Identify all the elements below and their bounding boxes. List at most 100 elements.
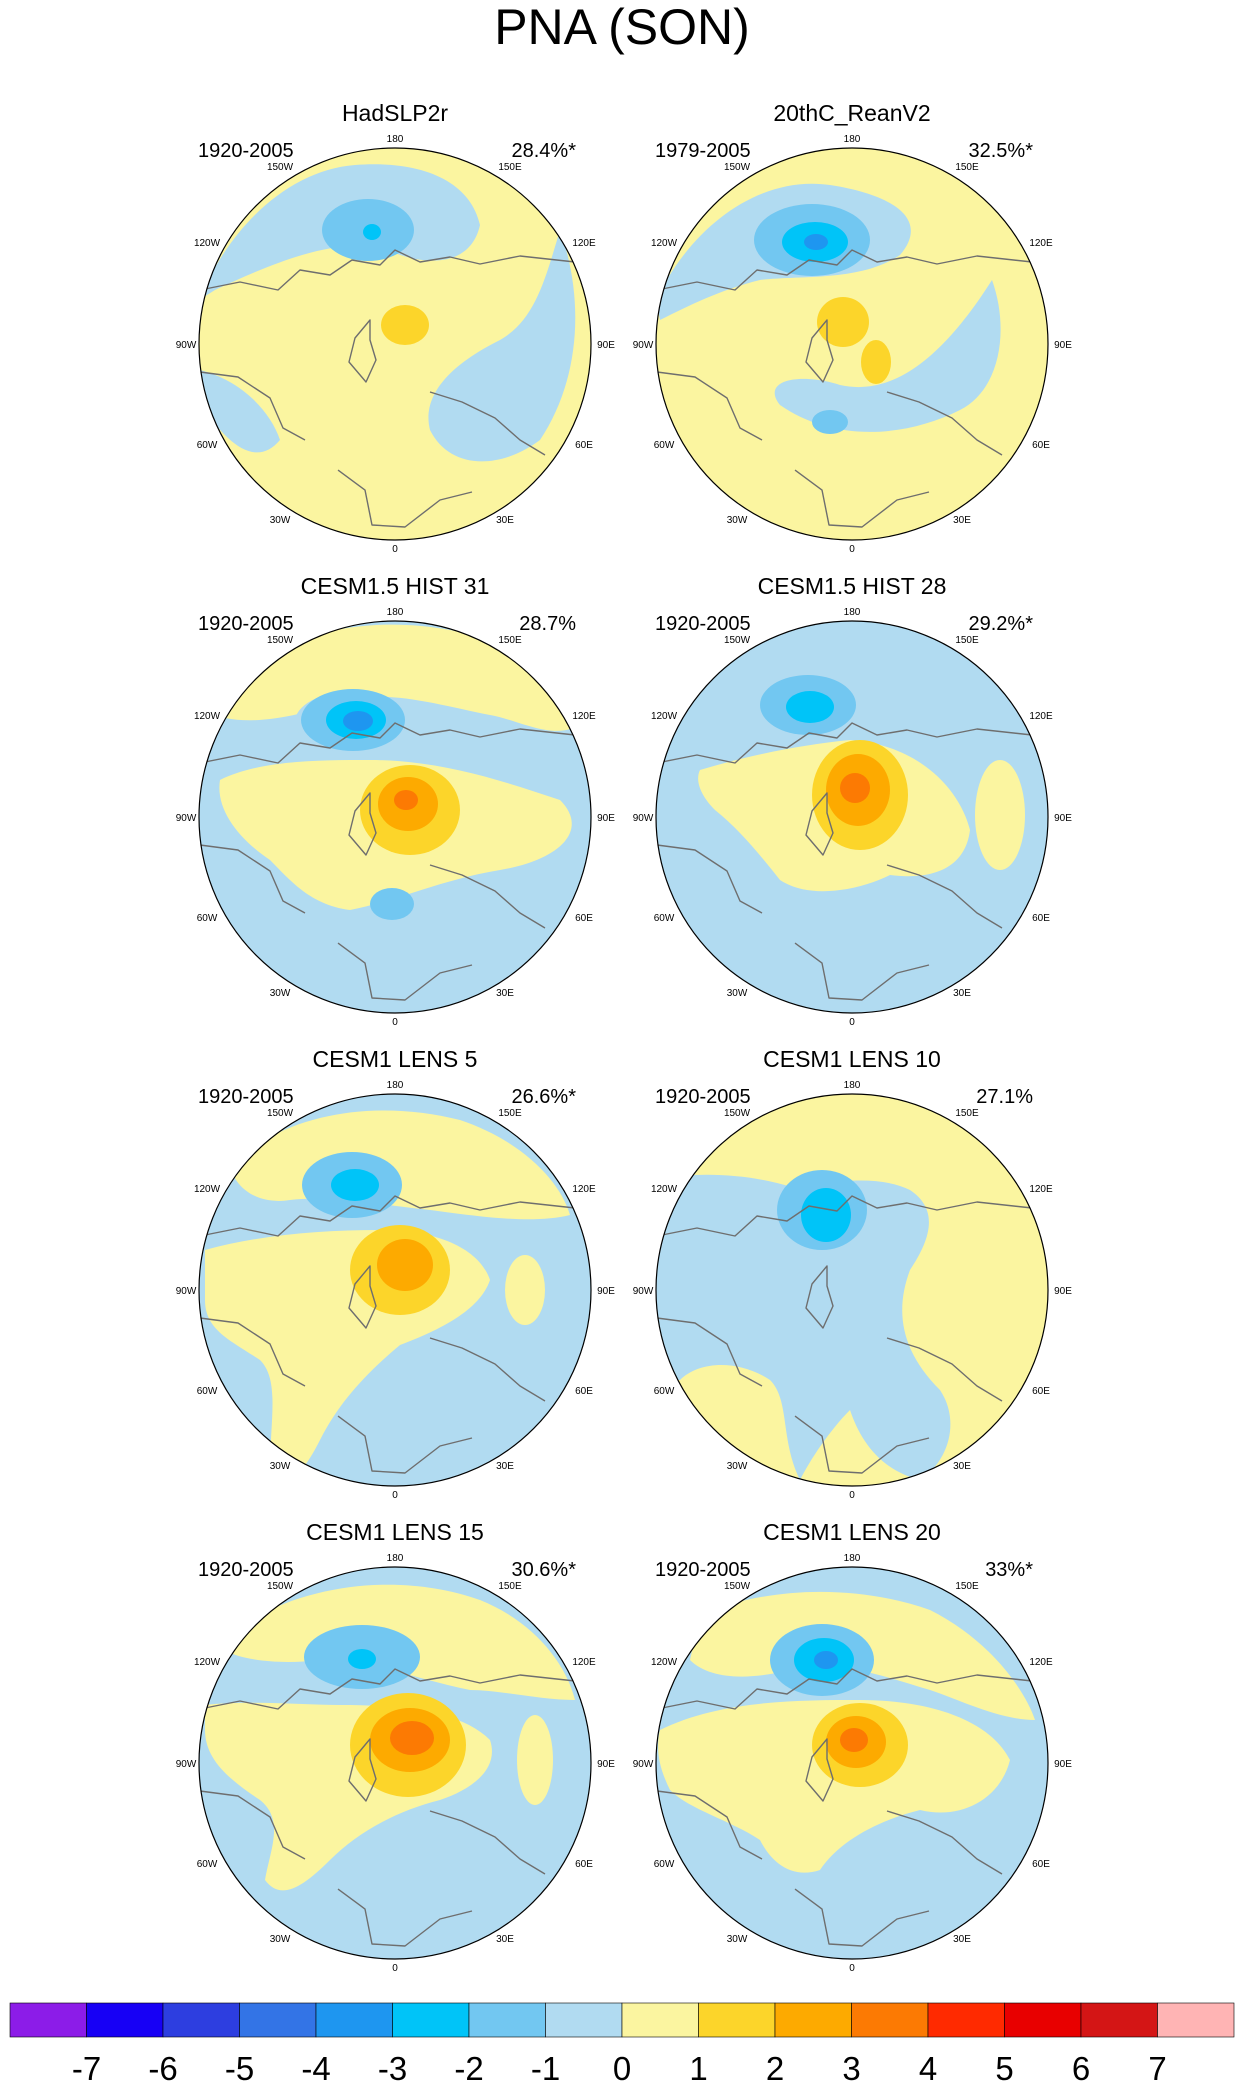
lon-label: 150E [498, 635, 522, 646]
lon-label: 30W [727, 515, 748, 526]
lon-label: 120E [572, 238, 596, 249]
panel-variance: 32.5%* [969, 140, 1034, 162]
colorbar-tick-label: -4 [301, 2050, 330, 2086]
lon-label: 60W [197, 440, 218, 451]
coastline [429, 1337, 546, 1402]
colorbar: -7 -6 -5 -4 -3 -2 -1 0 1 2 3 4 5 6 7 [9, 2002, 1235, 2086]
colorbar-tick-label: -2 [454, 2050, 483, 2086]
lon-label: 150W [724, 162, 751, 173]
lon-label: 120W [194, 1657, 221, 1668]
lon-label: 120E [572, 1184, 596, 1195]
map-disc [199, 1094, 591, 1486]
contour-pos-1 [817, 297, 869, 347]
lon-label: 150W [724, 1581, 751, 1592]
lon-label: 180 [844, 607, 861, 618]
coastline [199, 1790, 306, 1860]
colorbar-tick-label: -7 [72, 2050, 101, 2086]
colorbar-swatch [851, 2002, 929, 2038]
panel-variance: 26.6%* [512, 1086, 577, 1108]
lon-label: 60W [197, 1386, 218, 1397]
lon-label: 90E [1054, 340, 1072, 351]
lon-label: 60E [1032, 440, 1050, 451]
lon-label: 180 [844, 134, 861, 145]
coastline [337, 1888, 473, 1947]
coastline [199, 249, 576, 291]
colorbar-tick-label: 3 [842, 2050, 860, 2086]
lon-label: 150E [498, 1581, 522, 1592]
negative-anomaly-region [656, 1174, 951, 1480]
coastline [199, 371, 306, 441]
colorbar-tick-label: 6 [1072, 2050, 1090, 2086]
panel-title: CESM1 LENS 15 [306, 1519, 484, 1545]
lon-label: 30W [727, 988, 748, 999]
lon-label: 120E [1029, 238, 1053, 249]
lon-label: 30E [496, 1461, 514, 1472]
colorbar-tick-label: 5 [995, 2050, 1013, 2086]
lon-label: 0 [392, 1490, 398, 1501]
panel-period: 1979-2005 [655, 140, 751, 162]
lon-label: 30W [270, 988, 291, 999]
lon-label: 30W [727, 1934, 748, 1945]
contour-pos-3 [840, 773, 870, 803]
coastline [805, 1265, 834, 1329]
colorbar-tick-label: 0 [613, 2050, 631, 2086]
colorbar-swatch [1080, 2002, 1158, 2038]
lon-label: 90W [176, 340, 197, 351]
panel: 20thC_ReanV2 1979-2005 32.5%* 180 150W 1… [633, 100, 1073, 555]
map-outline [655, 1566, 1049, 1960]
lon-label: 120E [572, 711, 596, 722]
lon-label: 180 [387, 1553, 404, 1564]
lon-label: 30W [270, 1461, 291, 1472]
colorbar-tick-label: -5 [225, 2050, 254, 2086]
contour-pos-3 [390, 1721, 434, 1755]
coastline [794, 1415, 930, 1474]
lon-label: 90E [1054, 813, 1072, 824]
positive-anomaly-region [658, 1700, 1010, 1873]
colorbar-tick-label: 2 [766, 2050, 784, 2086]
lon-label: 30E [496, 988, 514, 999]
panel: CESM1 LENS 20 1920-2005 33%* 180 150W 15… [633, 1519, 1073, 1974]
colorbar-swatch [9, 2002, 87, 2038]
lon-label: 90W [633, 340, 654, 351]
map-disc [199, 1567, 591, 1959]
lon-label: 0 [392, 544, 398, 555]
lon-label: 90W [633, 813, 654, 824]
colorbar-tick-label: 7 [1148, 2050, 1166, 2086]
panel-period: 1920-2005 [198, 140, 294, 162]
lon-label: 150E [955, 162, 979, 173]
lon-label: 60E [575, 1859, 593, 1870]
lon-label: 60E [1032, 913, 1050, 924]
lon-label: 30E [953, 988, 971, 999]
lon-label: 30E [953, 515, 971, 526]
coastline [348, 1738, 377, 1802]
coastline [794, 469, 930, 528]
lon-label: 120W [651, 1657, 678, 1668]
lon-label: 30E [496, 515, 514, 526]
lon-label: 60E [575, 913, 593, 924]
lon-label: 180 [844, 1553, 861, 1564]
panel-variance: 30.6%* [512, 1559, 577, 1581]
coastline [805, 1738, 834, 1802]
lon-label: 120W [194, 1184, 221, 1195]
colorbar-swatch [1157, 2002, 1235, 2038]
colorbar-swatch [315, 2002, 393, 2038]
negative-anomaly-region [200, 370, 280, 453]
lon-label: 120W [651, 238, 678, 249]
colorbar-swatch [774, 2002, 852, 2038]
lon-label: 90W [633, 1286, 654, 1297]
contour-pos-2 [861, 340, 891, 384]
map-outline [655, 1093, 1049, 1487]
lon-label: 90W [176, 1759, 197, 1770]
lon-label: 150E [955, 1108, 979, 1119]
lon-label: 120W [194, 711, 221, 722]
lon-label: 180 [387, 134, 404, 145]
lon-label: 120E [572, 1657, 596, 1668]
panel-variance: 28.4%* [512, 140, 577, 162]
lon-label: 0 [849, 544, 855, 555]
lon-label: 150W [267, 1108, 294, 1119]
lon-label: 60W [654, 440, 675, 451]
coastline [348, 792, 377, 856]
colorbar-tick-label: -3 [378, 2050, 407, 2086]
panel-period: 1920-2005 [198, 1559, 294, 1581]
